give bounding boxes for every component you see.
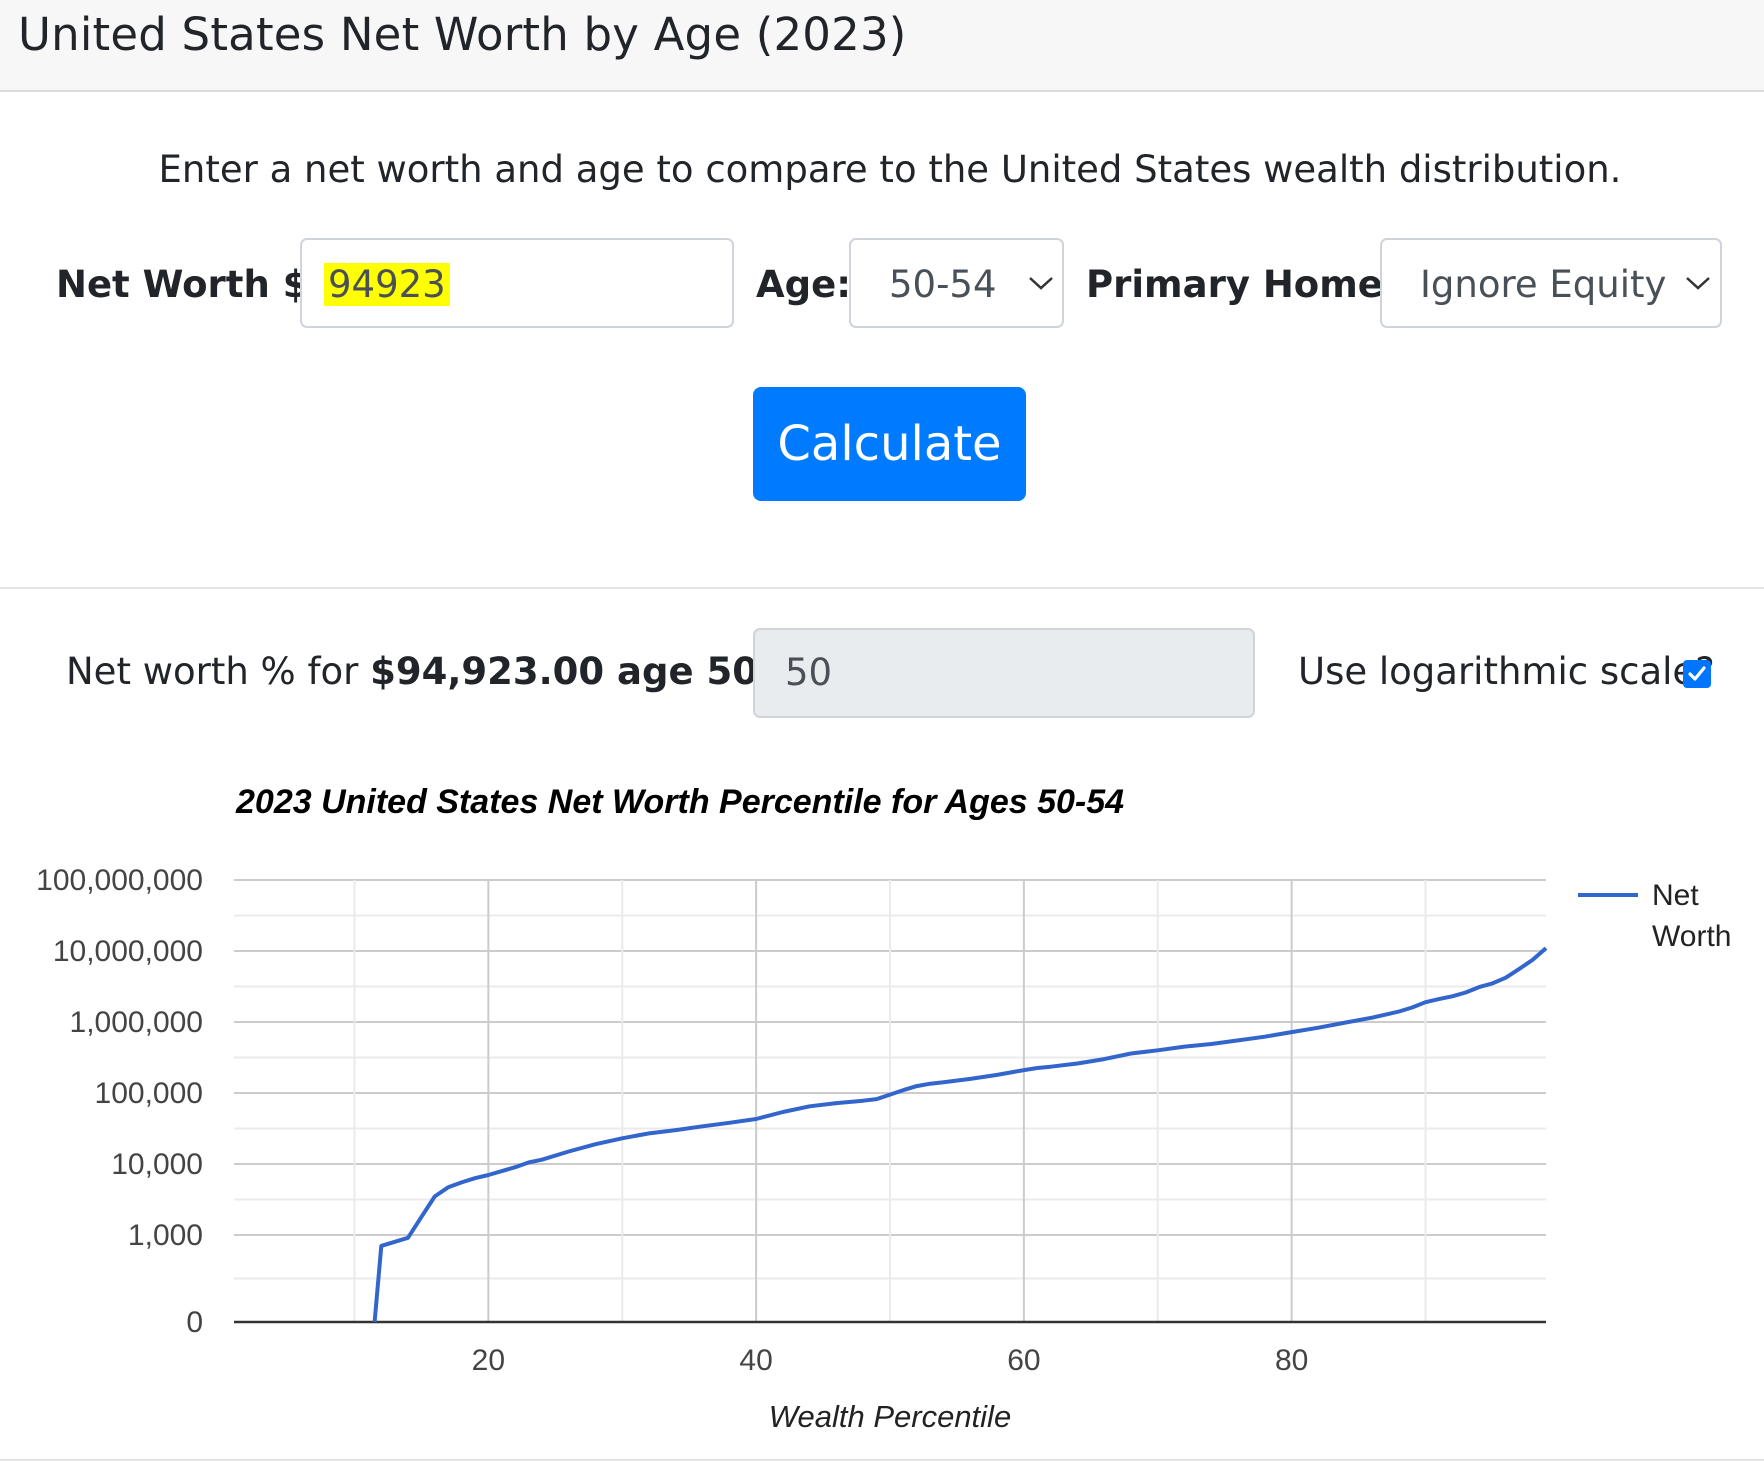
chart-title: 2023 United States Net Worth Percentile … (235, 783, 1124, 821)
bottom-border (0, 1459, 1764, 1461)
primary-home-label: Primary Home: (1086, 263, 1398, 306)
chevron-down-icon (1029, 277, 1053, 290)
result-amount-age: $94,923.00 age 50-54 (370, 650, 825, 693)
y-tick-label: 100,000 (95, 1077, 203, 1110)
x-tick-label: 20 (472, 1344, 505, 1377)
primary-home-selected-value: Ignore Equity (1420, 263, 1667, 306)
x-tick-label: 80 (1275, 1344, 1308, 1377)
legend-label: Net Worth (1652, 879, 1731, 953)
net-worth-value: 94923 (324, 263, 450, 306)
y-tick-label: 0 (186, 1306, 203, 1339)
y-tick-label: 100,000,000 (36, 864, 203, 897)
log-scale-checkbox[interactable] (1683, 660, 1711, 688)
series-line-net-worth (372, 946, 1548, 1323)
page-header: United States Net Worth by Age (2023) (0, 0, 1764, 92)
percentile-value: 50 (785, 651, 833, 694)
x-tick-label: 40 (739, 1344, 772, 1377)
checkmark-icon (1688, 666, 1706, 681)
y-tick-label: 1,000 (128, 1219, 203, 1252)
calculate-button[interactable]: Calculate (753, 387, 1026, 501)
age-select[interactable]: 50-54 (849, 238, 1064, 328)
net-worth-input[interactable]: 94923 (300, 238, 734, 328)
chart-legend: Net Worth (1578, 879, 1731, 953)
result-label: Net worth % for $94,923.00 age 50-54: (66, 650, 837, 693)
page-title: United States Net Worth by Age (2023) (18, 8, 907, 61)
primary-home-select[interactable]: Ignore Equity (1380, 238, 1722, 328)
result-prefix: Net worth % for (66, 650, 371, 693)
y-tick-label: 1,000,000 (70, 1006, 203, 1039)
section-divider (0, 587, 1764, 589)
log-scale-label: Use logarithmic scale? (1298, 650, 1715, 693)
y-tick-label: 10,000,000 (53, 935, 203, 968)
chevron-down-icon (1686, 277, 1710, 290)
x-tick-label: 60 (1007, 1344, 1040, 1377)
net-worth-chart: 2023 United States Net Worth Percentile … (36, 783, 1731, 1434)
net-worth-label: Net Worth $: (56, 263, 324, 306)
intro-text: Enter a net worth and age to compare to … (158, 148, 1622, 191)
age-selected-value: 50-54 (889, 263, 997, 306)
y-tick-label: 10,000 (111, 1148, 203, 1181)
age-label: Age: (756, 263, 852, 306)
percentile-output: 50 (753, 628, 1255, 718)
x-axis-label: Wealth Percentile (769, 1399, 1011, 1434)
